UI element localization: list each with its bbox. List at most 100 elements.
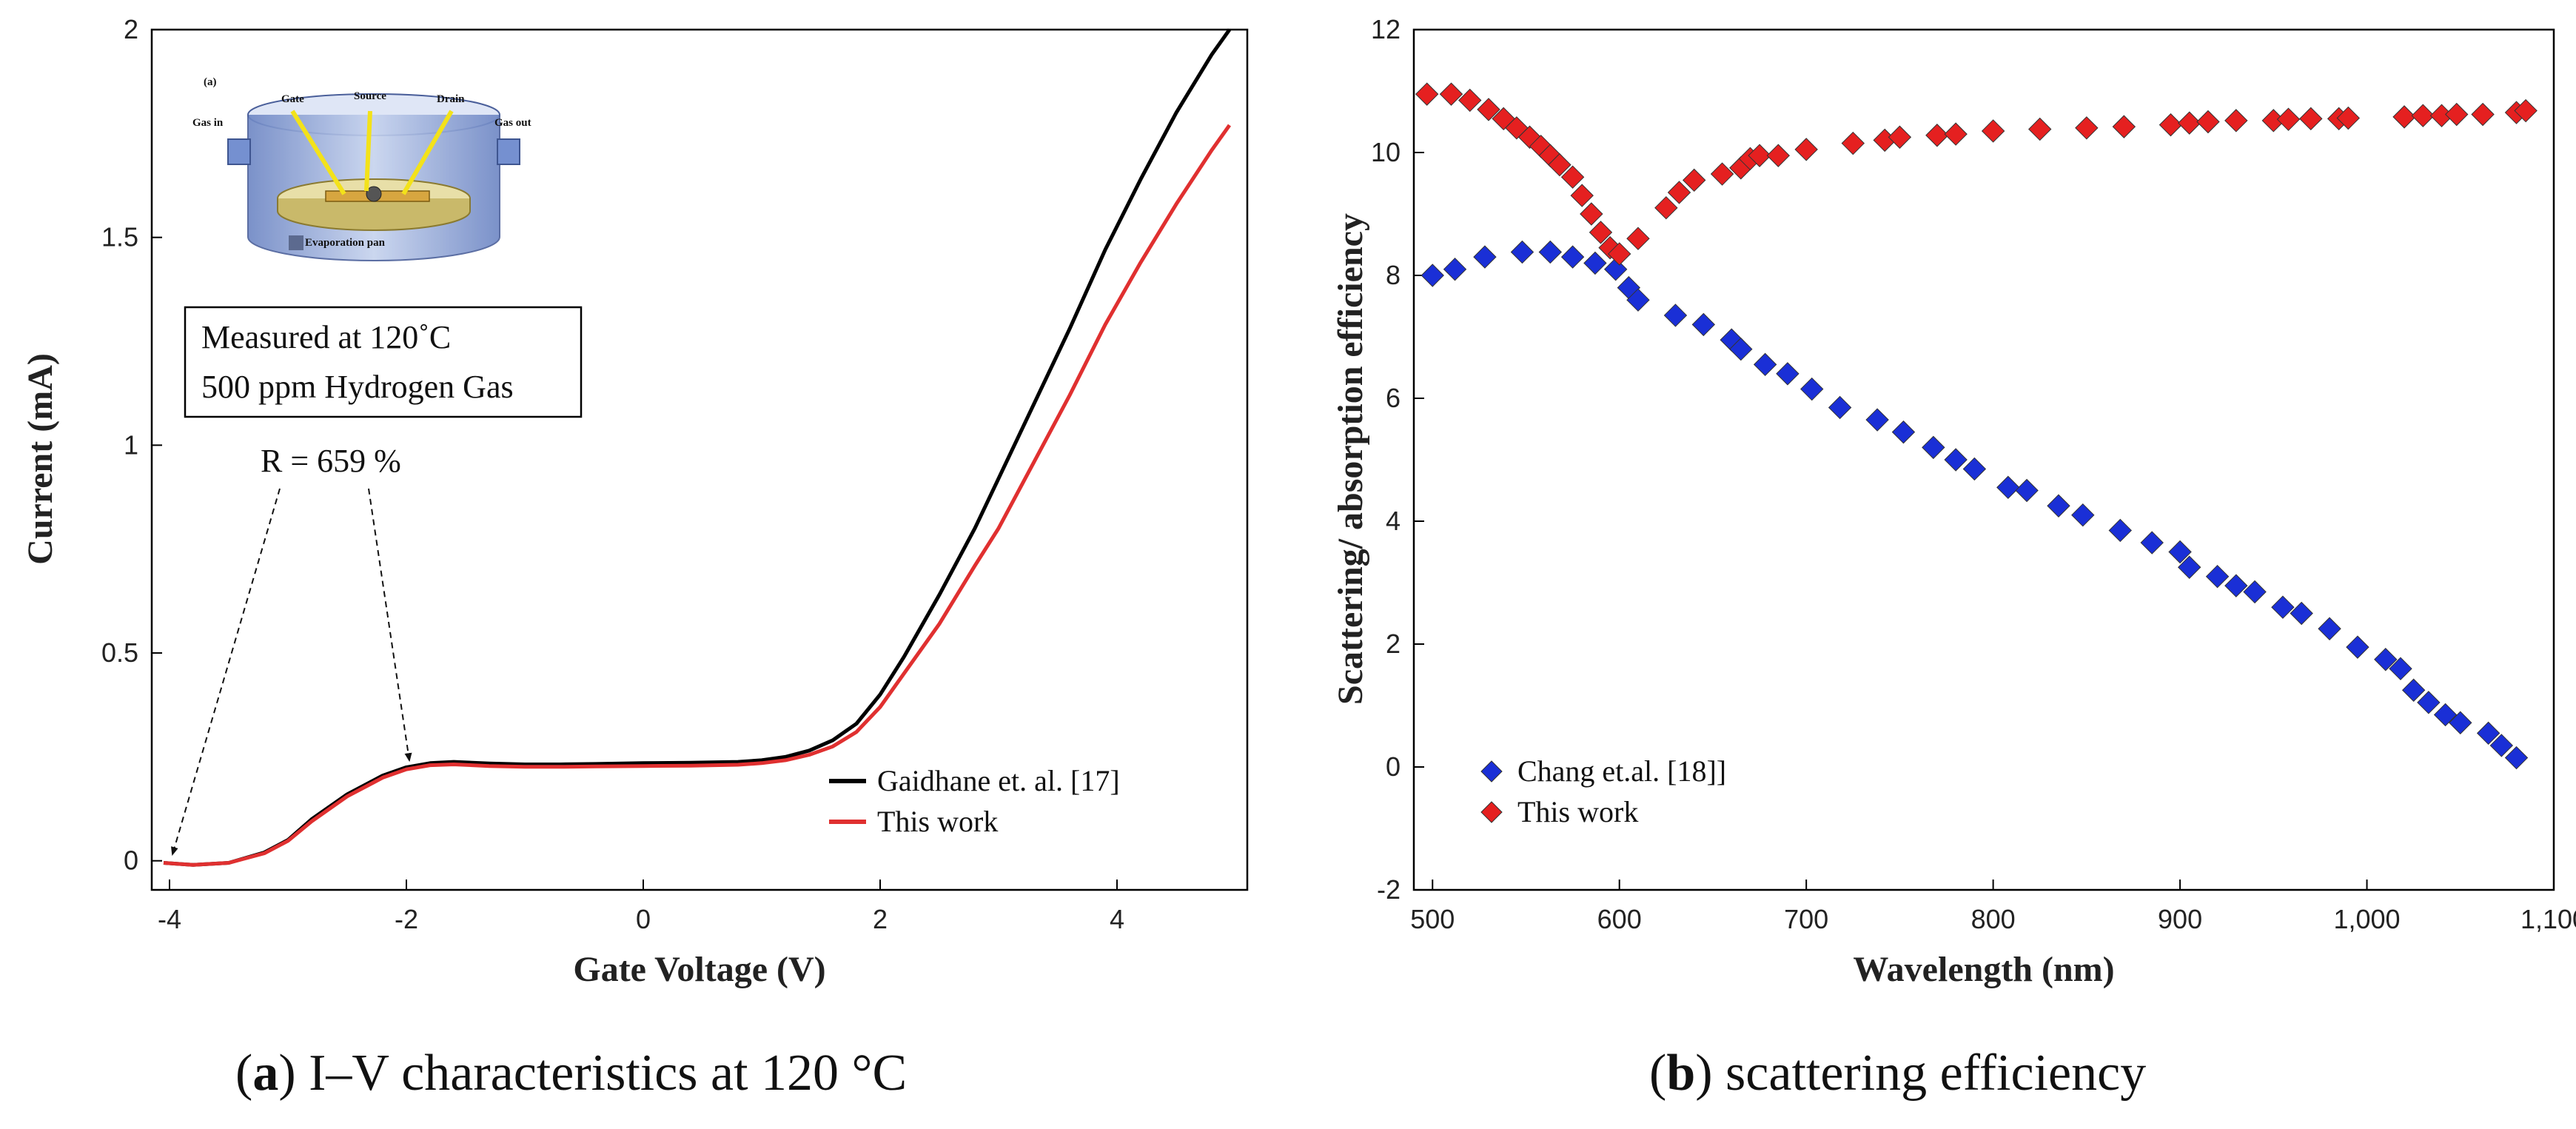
inset-label-source: Source <box>354 90 386 102</box>
inset-label-a: (a) <box>204 76 217 88</box>
inset-label-evaporation-pan: Evaporation pan <box>305 237 386 249</box>
wl-y-tick-label: 6 <box>1386 383 1401 413</box>
data-point-this-work <box>2336 106 2361 130</box>
data-point-this-work <box>2028 117 2052 141</box>
iv-x-tick-label: -2 <box>395 904 418 934</box>
wl-y-tick-label: 12 <box>1371 14 1401 44</box>
data-point-this-work <box>2299 107 2323 131</box>
x-axis-label-b: Wavelength (nm) <box>1853 950 2114 989</box>
conditions-line-2: 500 ppm Hydrogen Gas <box>201 369 514 405</box>
data-point-this-work <box>1607 242 1631 266</box>
legend-label-chang: Chang et.al. [18]] <box>1517 754 1726 788</box>
iv-y-tick-label: 2 <box>124 14 138 44</box>
data-point-chang <box>1538 240 1563 264</box>
data-point-this-work <box>2471 102 2495 127</box>
data-point-chang <box>2433 703 2458 727</box>
data-point-chang <box>1583 251 1607 275</box>
data-point-chang <box>1828 395 1852 420</box>
legend-a: Gaidhane et. al. [17] This work <box>829 764 1120 838</box>
plot-frame-a <box>150 28 1249 891</box>
data-point-chang <box>1800 377 1824 401</box>
data-point-chang <box>1922 435 1945 460</box>
ratio-arrow-2 <box>368 488 412 763</box>
legend-swatch-chang <box>1480 760 1503 783</box>
caption-b-letter: b <box>1666 1045 1696 1102</box>
series-line-this-work <box>163 124 1232 867</box>
caption-b: (b) scattering efficiency <box>1649 1045 2147 1102</box>
wl-x-tick-label: 800 <box>1971 904 2016 934</box>
iv-chart: 0 0.5 1 1.5 2 -4 -2 0 2 4 (a) Gate Source Drain … <box>21 14 1249 989</box>
data-point-this-work <box>1458 88 1482 113</box>
data-point-this-work <box>1667 181 1691 204</box>
wl-y-tick-label: -2 <box>1377 874 1401 905</box>
scattering-chart: -2 0 2 4 6 8 10 12 500 600 700 800 900 1,000 1,100 Ch… <box>1331 14 2576 989</box>
iv-x-tick-label: 4 <box>1110 904 1124 934</box>
data-point-this-work <box>1626 227 1650 250</box>
caption-b-text: ) scattering efficiency <box>1695 1045 2147 1102</box>
data-point-chang <box>1944 448 1968 472</box>
data-point-chang <box>2389 657 2412 680</box>
data-point-this-work <box>1560 165 1585 189</box>
data-point-chang <box>2417 691 2441 714</box>
data-point-this-work <box>1570 184 1594 207</box>
data-point-this-work <box>2514 98 2538 123</box>
data-point-chang <box>1729 337 1753 361</box>
data-point-this-work <box>2411 104 2435 127</box>
data-point-chang <box>1510 240 1534 264</box>
data-point-this-work <box>1439 82 1463 106</box>
inset-label-gas-out: Gas out <box>494 117 531 129</box>
data-point-chang <box>1753 352 1777 377</box>
data-point-chang <box>1626 288 1650 312</box>
legend-swatch-this-work-b <box>1480 801 1503 823</box>
data-point-chang <box>2168 540 2192 564</box>
wl-x-tick-label: 500 <box>1410 904 1455 934</box>
iv-y-tick-label: 1.5 <box>101 222 138 252</box>
data-point-this-work <box>1710 162 1734 186</box>
data-point-chang <box>1603 257 1628 281</box>
data-point-this-work <box>1841 131 1865 155</box>
data-point-chang <box>1776 362 1799 386</box>
data-point-this-work <box>1944 122 1968 146</box>
data-point-chang <box>1560 245 1585 269</box>
data-point-this-work <box>2276 107 2301 131</box>
data-point-chang <box>2401 678 2426 702</box>
data-point-this-work <box>1548 153 1572 177</box>
data-point-chang <box>2271 595 2295 619</box>
inset-label-gas-in: Gas in <box>192 117 224 129</box>
data-point-this-work <box>2112 115 2136 138</box>
apparatus-inset: (a) Gate Source Drain Gas in Gas out Eva… <box>191 70 531 270</box>
legend-label-this-work-b: This work <box>1517 795 1638 828</box>
data-point-chang <box>1962 457 1987 481</box>
data-point-chang <box>2318 617 2341 640</box>
data-point-chang <box>1891 420 1916 444</box>
ratio-arrow-1 <box>171 488 281 856</box>
data-point-this-work <box>1888 125 1912 149</box>
legend-label-this-work-a: This work <box>877 805 998 838</box>
data-point-this-work <box>1654 195 1678 220</box>
wl-y-tick-label: 0 <box>1386 751 1401 782</box>
iv-x-tick-label: -4 <box>158 904 181 934</box>
plot-frame-b <box>1412 28 2555 891</box>
data-point-chang <box>1996 475 2020 500</box>
data-point-chang <box>2374 648 2398 671</box>
data-point-this-work <box>2196 110 2220 134</box>
data-point-this-work <box>1748 144 1771 167</box>
data-point-chang <box>2047 494 2070 517</box>
data-point-this-work <box>1925 124 1949 147</box>
iv-x-tick-label: 0 <box>636 904 651 934</box>
data-point-this-work <box>1477 98 1500 121</box>
data-point-this-work <box>2224 109 2248 133</box>
data-point-chang <box>2346 635 2369 659</box>
data-point-chang <box>1663 304 1688 327</box>
iv-y-tick-label: 0.5 <box>101 637 138 668</box>
data-point-this-work <box>1766 144 1791 167</box>
legend-label-gaidhane: Gaidhane et. al. [17] <box>877 764 1120 797</box>
data-point-this-work <box>2177 111 2201 135</box>
data-point-this-work <box>1589 221 1613 244</box>
y-axis-label-a: Current (mA) <box>21 353 60 565</box>
data-point-chang <box>2243 580 2267 604</box>
wl-y-tick-label: 10 <box>1371 137 1401 167</box>
data-point-chang <box>1865 408 1889 432</box>
data-point-chang <box>2015 478 2039 503</box>
